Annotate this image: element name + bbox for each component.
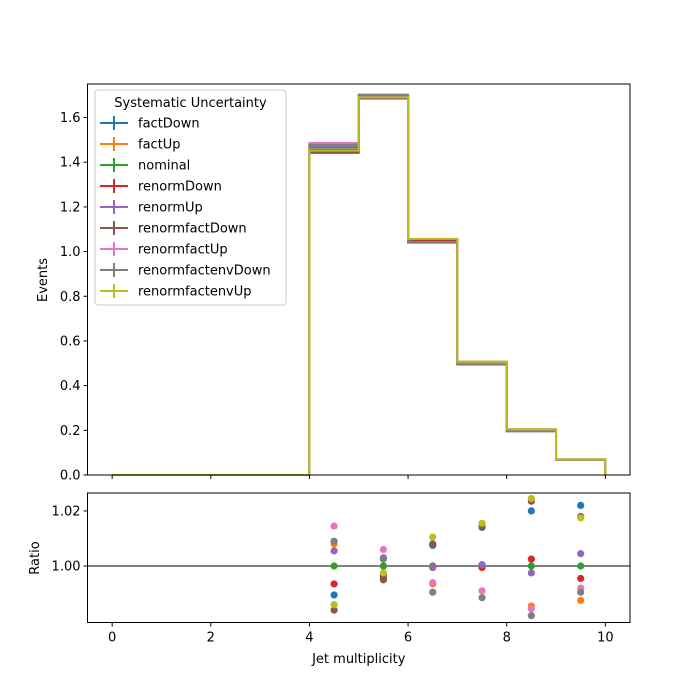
ratio-point-renormDown [527,555,535,563]
ratio-point-renormfactDown [330,606,338,614]
ratio-point-renormfactenvDown [577,588,585,596]
main-histogram-panel: 0.0 0.2 0.4 0.6 0.8 1.0 1.2 1.4 1.6 Events Syste… [36,83,631,484]
legend-entry-renormUp: renormUp [100,200,203,216]
main-y-tick-label: 0.2 [60,424,81,439]
ratio-plot-frame [87,492,631,623]
x-axis-label: Jet multiplicity [311,652,406,667]
legend-label: renormfactenvUp [138,285,252,300]
x-tick-label: 2 [207,631,215,646]
ratio-point-factDown [330,591,338,599]
legend-entry-renormfactUp: renormfactUp [100,242,228,258]
legend-label: factUp [138,138,181,153]
main-y-tick-label: 1.0 [60,245,81,260]
main-y-tick-label: 1.4 [60,156,81,171]
main-y-tick-label: 0.6 [60,334,81,349]
ratio-point-renormfactenvUp [330,600,338,609]
ratio-point-renormUp [478,561,486,569]
legend-entry-renormfactenvDown: renormfactenvDown [100,263,271,279]
ratio-point-renormfactenvDown [429,588,437,596]
legend-entry-renormDown: renormDown [100,179,222,195]
x-tick-label: 6 [404,631,412,646]
legend-entry-renormfactDown: renormfactDown [100,221,247,237]
ratio-point-renormfactUp [379,545,388,554]
ratio-point-nominal [577,562,585,570]
legend-entry-factUp: factUp [100,137,181,153]
main-y-axis-label: Events [36,258,51,302]
ratio-point-renormfactenvUp [478,519,486,527]
ratio-point-renormUp [429,563,437,571]
legend-label: nominal [138,159,190,174]
ratio-point-renormDown [577,574,585,583]
ratio-point-renormfactenvUp [577,514,585,522]
main-y-tick-label: 0.0 [60,469,81,484]
ratio-point-renormfactenvDown [478,594,486,602]
ratio-y-tick-label: 1.02 [52,504,81,519]
ratio-point-renormDown [330,580,338,588]
ratio-point-nominal [379,562,388,570]
ratio-panel: 0 2 4 6 8 10 1.00 1.02 Ratio Jet multiplicity [28,492,631,667]
ratio-point-renormfactenvDown [379,555,388,563]
main-y-tick-label: 0.4 [60,379,81,394]
x-tick-label: 8 [503,631,511,646]
ratio-point-nominal [527,562,535,570]
legend-title: Systematic Uncertainty [114,96,267,111]
main-plot-frame [87,83,631,476]
ratio-point-renormfactUp [527,605,535,613]
ratio-point-renormfactUp [429,578,437,587]
legend-label: renormfactDown [138,222,247,237]
ratio-point-renormfactenvUp [379,569,388,577]
ratio-point-renormfactenvUp [429,533,437,541]
ratio-point-renormfactDown [379,576,388,584]
legend: Systematic Uncertainty factDown factUp nomi… [94,89,287,306]
ratio-point-renormfactUp [478,587,486,595]
main-y-tick-label: 1.2 [60,200,81,215]
ratio-point-nominal [330,562,338,570]
ratio-point-renormfactenvDown [330,537,338,545]
legend-entry-renormfactenvUp: renormfactenvUp [100,284,252,300]
legend-entry-nominal: nominal [100,158,190,174]
legend-label: renormUp [138,201,203,216]
legend-box [94,89,287,306]
ratio-point-renormUp [577,550,585,558]
ratio-point-factUp [577,596,585,605]
ratio-point-renormfactenvDown [527,612,535,620]
ratio-point-renormfactenvUp [527,494,535,503]
legend-entry-factDown: factDown [100,116,200,132]
ratio-y-axis-label: Ratio [28,541,43,574]
ratio-point-renormUp [330,547,338,555]
x-tick-label: 4 [305,631,313,646]
legend-label: renormDown [138,180,222,195]
x-tick-label: 0 [108,631,116,646]
main-y-tick-label: 0.8 [60,290,81,305]
ratio-point-factDown [577,501,585,509]
ratio-point-renormUp [527,569,535,577]
ratio-point-renormfactDown [429,540,437,548]
legend-label: renormfactUp [138,243,228,258]
main-y-tick-label: 1.6 [60,111,81,126]
legend-label: factDown [138,117,200,132]
legend-label: renormfactenvDown [138,264,271,279]
ratio-point-renormfactUp [330,522,338,530]
x-tick-label: 10 [597,631,614,646]
ratio-point-factDown [527,507,535,515]
ratio-y-tick-label: 1.00 [52,560,81,575]
